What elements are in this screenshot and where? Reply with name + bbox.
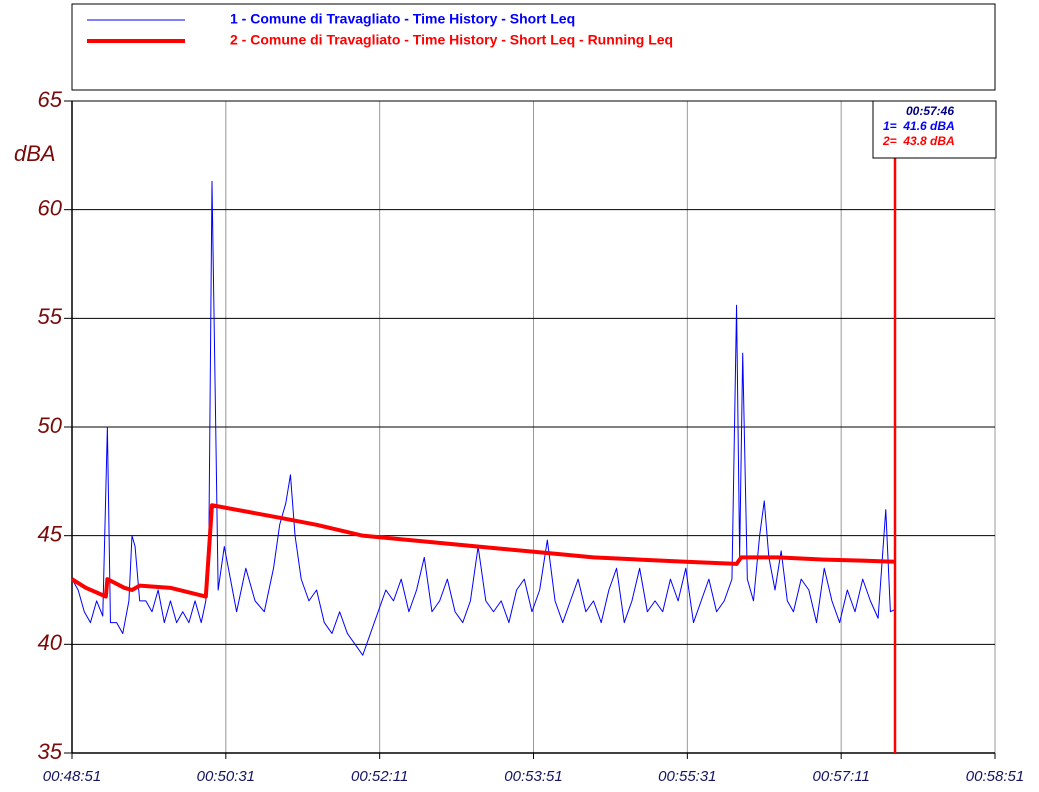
cursor-readout: 1= 41.6 dBA: [883, 119, 955, 133]
y-tick-label: 65: [38, 87, 63, 112]
cursor-readout: 2= 43.8 dBA: [882, 134, 955, 148]
y-tick-label: 60: [38, 195, 63, 220]
y-tick-label: 55: [38, 304, 63, 329]
series-line: [70, 503, 896, 599]
y-tick-label: 45: [38, 521, 63, 546]
x-tick-label: 00:57:11: [813, 768, 870, 785]
legend-label: 1 - Comune di Travagliato - Time History…: [230, 11, 575, 27]
x-tick-label: 00:50:31: [197, 768, 255, 785]
x-tick-label: 00:52:11: [351, 768, 408, 785]
legend-box: [71, 3, 996, 91]
y-tick-label: 35: [38, 739, 63, 764]
cursor-time: 00:57:46: [906, 104, 954, 118]
x-tick-label: 00:58:51: [966, 768, 1024, 785]
legend-label: 2 - Comune di Travagliato - Time History…: [230, 32, 673, 48]
cursor-box: [872, 100, 997, 159]
x-tick-label: 00:48:51: [43, 768, 101, 785]
x-tick-label: 00:55:31: [658, 768, 716, 785]
y-tick-label: 50: [38, 413, 63, 438]
x-tick-label: 00:53:51: [504, 768, 562, 785]
y-tick-label: 40: [38, 630, 63, 655]
y-axis-label: dBA: [14, 141, 56, 166]
